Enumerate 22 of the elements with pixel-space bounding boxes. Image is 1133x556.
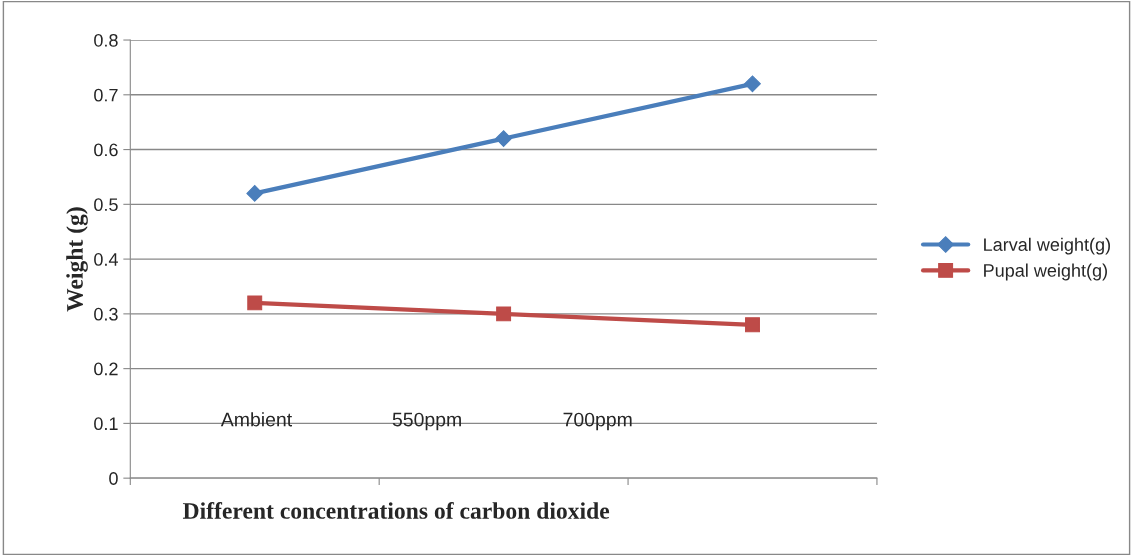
y-tick-label: 0.7 [94, 88, 118, 102]
point [745, 317, 760, 333]
y-tick-label: 0.6 [94, 143, 118, 157]
point [495, 130, 512, 147]
point [496, 306, 512, 322]
y-tick-label: 0.5 [94, 198, 118, 212]
point [744, 75, 761, 93]
y-tick-label: 0.4 [94, 253, 118, 266]
y-tick-label: 0 [109, 472, 118, 485]
y-tick-label: 0.3 [94, 307, 118, 321]
point [246, 185, 264, 202]
x-axis-title: Different concentrations of carbon dioxide [182, 502, 610, 519]
point [247, 295, 263, 311]
y-axis-title: Weight (g) [66, 207, 88, 312]
annotation: 550ppm [392, 412, 461, 431]
annotation: Ambient [220, 412, 292, 427]
y-tick-label: 0.2 [94, 362, 118, 376]
y-tick-label: 0.1 [94, 417, 118, 431]
legend-label: Larval weight(g) [984, 237, 1110, 255]
y-tick-label: 0.8 [94, 33, 118, 47]
legend-label: Pupal weight(g) [984, 263, 1107, 281]
annotation: 700ppm [563, 412, 632, 431]
